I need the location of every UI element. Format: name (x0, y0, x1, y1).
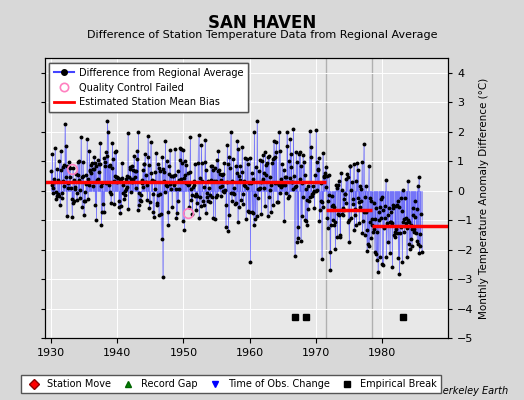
Legend: Station Move, Record Gap, Time of Obs. Change, Empirical Break: Station Move, Record Gap, Time of Obs. C… (20, 375, 441, 393)
Text: Difference of Station Temperature Data from Regional Average: Difference of Station Temperature Data f… (87, 30, 437, 40)
Text: SAN HAVEN: SAN HAVEN (208, 14, 316, 32)
Text: Berkeley Earth: Berkeley Earth (436, 386, 508, 396)
Y-axis label: Monthly Temperature Anomaly Difference (°C): Monthly Temperature Anomaly Difference (… (479, 77, 489, 319)
Legend: Difference from Regional Average, Quality Control Failed, Estimated Station Mean: Difference from Regional Average, Qualit… (49, 63, 248, 112)
